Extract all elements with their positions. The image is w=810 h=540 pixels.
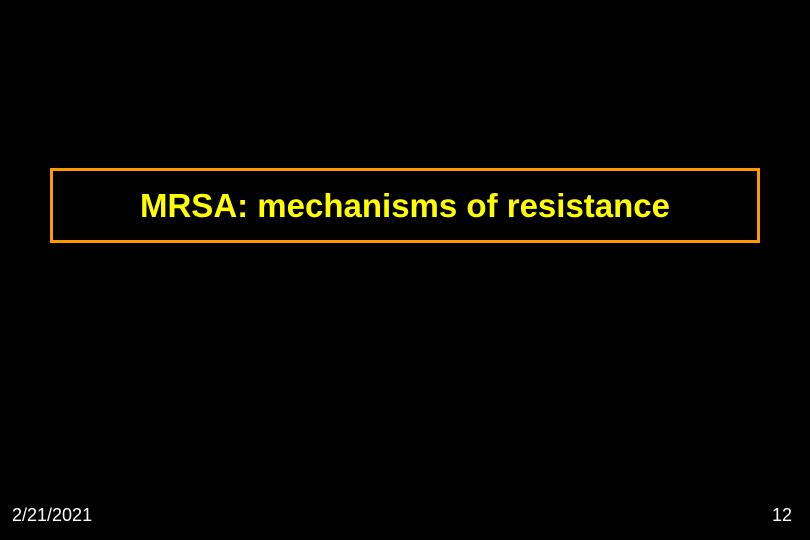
title-box: MRSA: mechanisms of resistance xyxy=(50,168,760,243)
footer-page-number: 12 xyxy=(772,505,792,526)
slide-title: MRSA: mechanisms of resistance xyxy=(140,187,670,225)
footer-date: 2/21/2021 xyxy=(12,505,92,526)
